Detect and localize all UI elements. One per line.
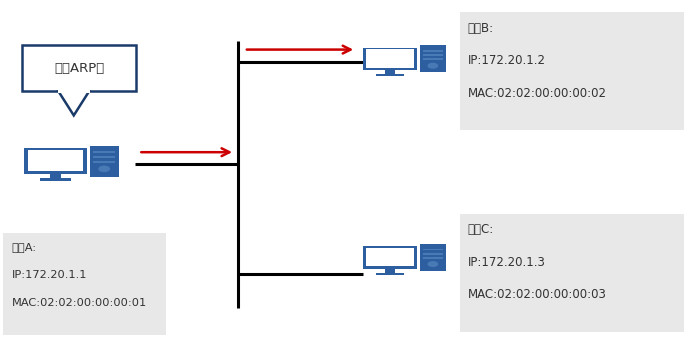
FancyBboxPatch shape: [90, 146, 119, 176]
FancyBboxPatch shape: [385, 268, 395, 273]
FancyBboxPatch shape: [377, 273, 404, 275]
Text: MAC:02:02:00:00:00:02: MAC:02:02:00:00:00:02: [468, 87, 607, 100]
FancyBboxPatch shape: [423, 58, 442, 60]
FancyBboxPatch shape: [28, 150, 83, 171]
FancyBboxPatch shape: [363, 48, 417, 70]
FancyBboxPatch shape: [423, 257, 442, 259]
FancyBboxPatch shape: [93, 156, 115, 158]
Text: 主机B:: 主机B:: [468, 22, 494, 35]
FancyBboxPatch shape: [93, 151, 115, 154]
FancyBboxPatch shape: [385, 70, 395, 74]
FancyBboxPatch shape: [58, 90, 90, 93]
FancyBboxPatch shape: [423, 50, 442, 52]
Text: MAC:02:02:00:00:00:01: MAC:02:02:00:00:00:01: [12, 298, 147, 308]
FancyBboxPatch shape: [366, 49, 414, 68]
Polygon shape: [59, 91, 89, 116]
Text: MAC:02:02:00:00:00:03: MAC:02:02:00:00:00:03: [468, 288, 607, 301]
Circle shape: [428, 63, 437, 68]
Circle shape: [99, 166, 109, 171]
FancyBboxPatch shape: [423, 249, 442, 250]
FancyBboxPatch shape: [460, 12, 684, 130]
FancyBboxPatch shape: [50, 174, 61, 179]
Text: IP:172.20.1.2: IP:172.20.1.2: [468, 54, 546, 67]
Text: 主机C:: 主机C:: [468, 223, 494, 236]
FancyBboxPatch shape: [420, 244, 446, 271]
FancyBboxPatch shape: [460, 214, 684, 332]
FancyBboxPatch shape: [377, 74, 404, 76]
Text: IP:172.20.1.1: IP:172.20.1.1: [12, 270, 87, 280]
Text: 查諺ARP表: 查諺ARP表: [55, 62, 104, 75]
FancyBboxPatch shape: [3, 233, 166, 335]
FancyBboxPatch shape: [366, 248, 414, 266]
FancyBboxPatch shape: [22, 45, 136, 91]
FancyBboxPatch shape: [24, 148, 86, 174]
Circle shape: [428, 262, 437, 266]
FancyBboxPatch shape: [423, 54, 442, 56]
FancyBboxPatch shape: [423, 253, 442, 254]
FancyBboxPatch shape: [93, 160, 115, 163]
Text: 主机A:: 主机A:: [12, 242, 37, 252]
FancyBboxPatch shape: [363, 246, 417, 268]
Text: IP:172.20.1.3: IP:172.20.1.3: [468, 256, 546, 269]
FancyBboxPatch shape: [40, 179, 71, 181]
FancyBboxPatch shape: [420, 45, 446, 73]
